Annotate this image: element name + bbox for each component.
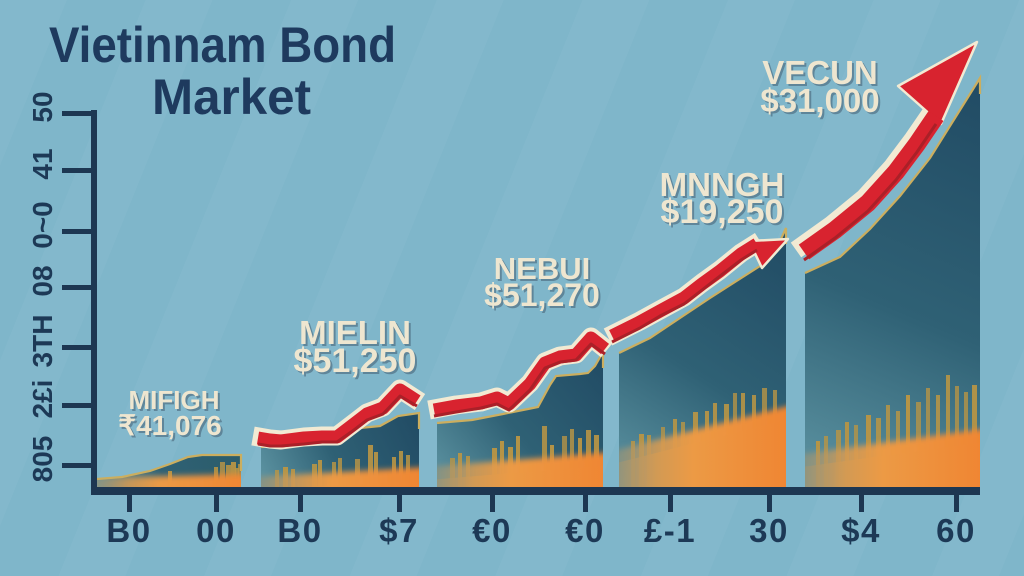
svg-text:00: 00 [196,512,236,549]
svg-text:$19,250: $19,250 [661,193,784,231]
svg-text:€0: €0 [565,512,605,549]
svg-text:NEBUI: NEBUI [494,251,590,286]
svg-text:$19,250: $19,250 [663,195,786,233]
svg-text:50: 50 [27,91,58,122]
svg-text:MIFIGH: MIFIGH [129,385,220,415]
svg-text:£-1: £-1 [644,512,696,549]
svg-text:VECUN: VECUN [764,56,880,93]
svg-text:2£i: 2£i [27,380,58,419]
svg-text:₹41,076: ₹41,076 [118,410,221,441]
svg-text:60: 60 [936,512,976,549]
svg-text:$31,000: $31,000 [760,82,879,119]
svg-text:€0: €0 [472,512,512,549]
svg-text:VECUN: VECUN [762,54,878,91]
svg-text:Vietinnam Bond: Vietinnam Bond [49,17,396,73]
svg-text:08: 08 [27,265,58,296]
svg-text:MIFIGH: MIFIGH [131,387,222,417]
svg-text:$7: $7 [379,512,419,549]
svg-text:B0: B0 [277,512,322,549]
svg-text:3TH: 3TH [27,315,58,368]
svg-text:805: 805 [27,436,58,483]
svg-text:41: 41 [27,148,58,179]
svg-text:30: 30 [749,512,789,549]
svg-text:B0: B0 [106,512,151,549]
svg-text:MIELIN: MIELIN [299,314,411,351]
svg-text:$51,270: $51,270 [484,277,600,313]
svg-text:0~0: 0~0 [27,201,58,249]
svg-text:$51,250: $51,250 [296,344,419,382]
svg-text:MNNGH: MNNGH [662,168,787,205]
svg-text:₹41,076: ₹41,076 [120,412,223,443]
svg-text:$4: $4 [841,512,881,549]
svg-text:$51,250: $51,250 [294,342,417,380]
svg-text:Market: Market [152,69,311,125]
svg-text:$51,270: $51,270 [486,279,602,315]
svg-text:MIELIN: MIELIN [301,316,413,353]
svg-text:NEBUI: NEBUI [496,253,592,288]
svg-text:MNNGH: MNNGH [660,166,785,203]
svg-text:$31,000: $31,000 [762,84,881,121]
